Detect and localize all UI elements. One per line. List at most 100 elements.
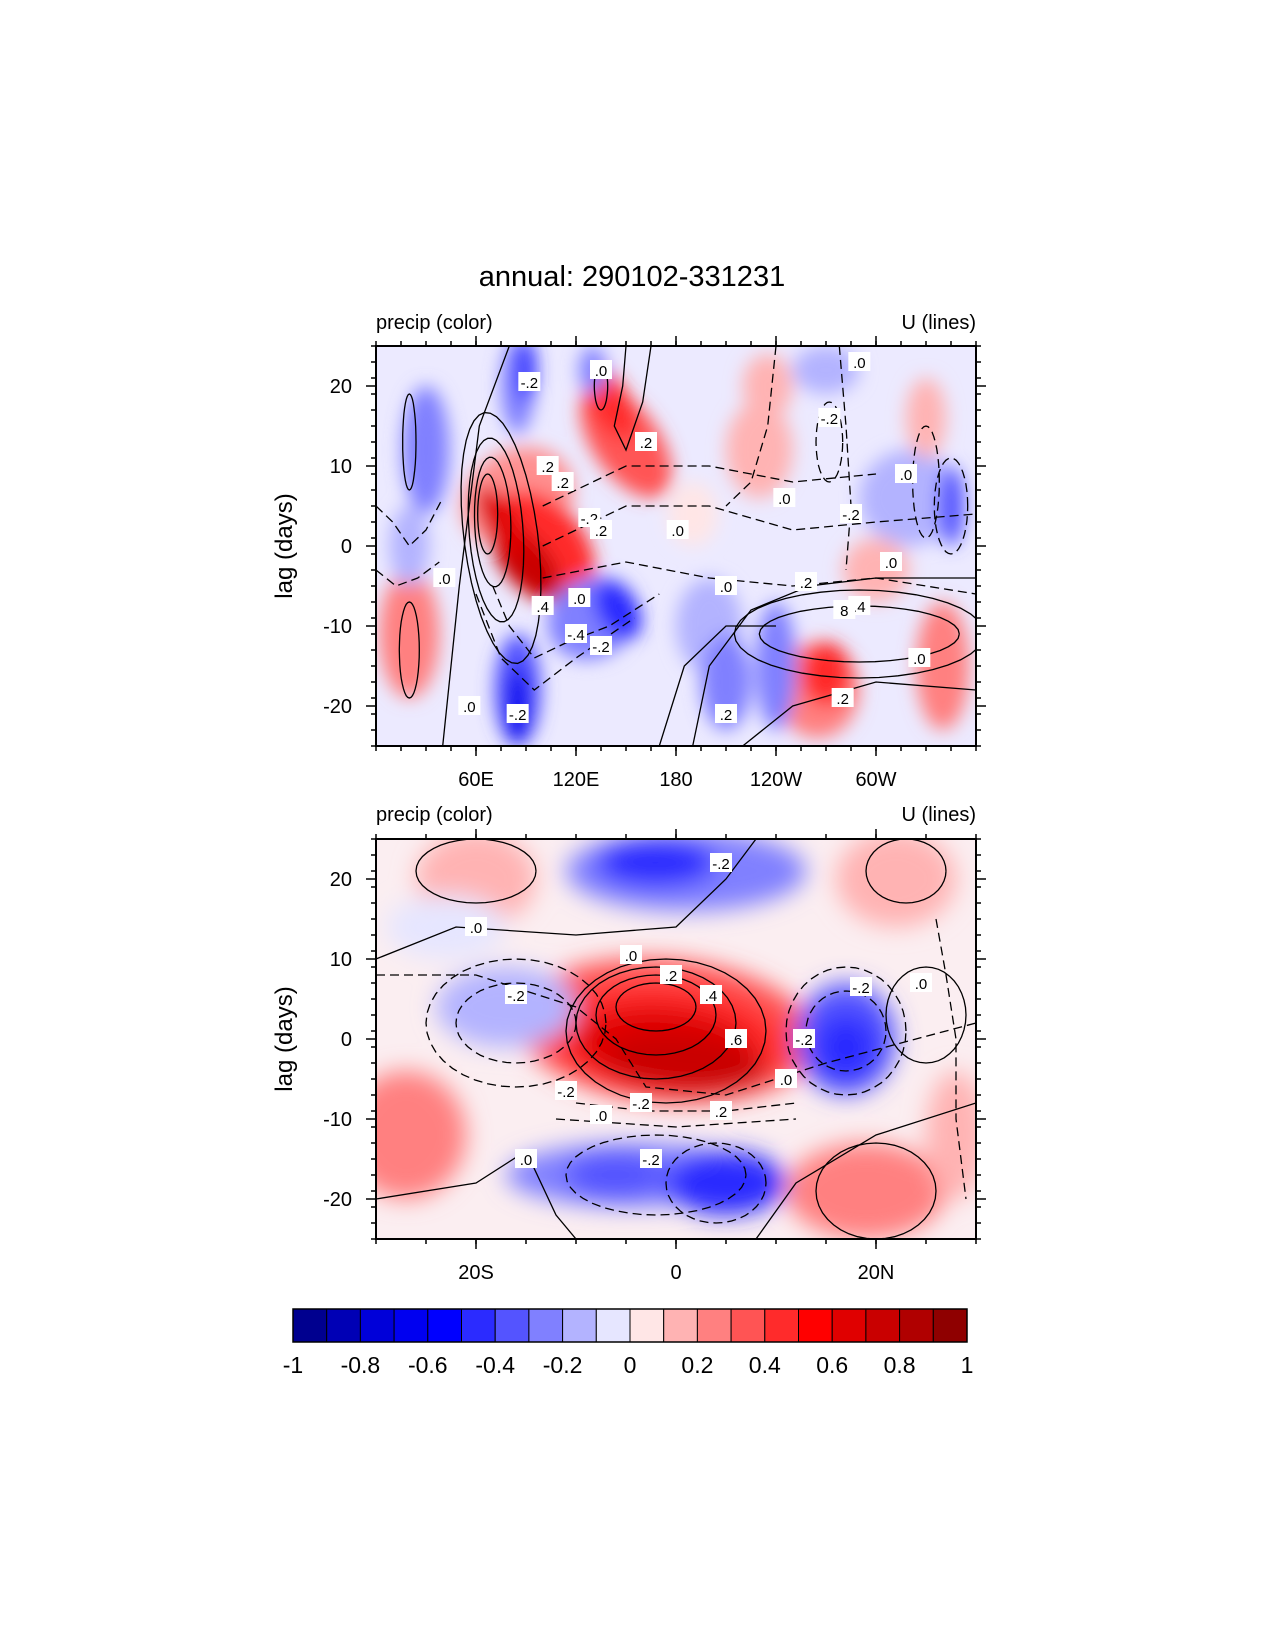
u-contour-positive bbox=[473, 456, 512, 588]
precip-anomaly bbox=[816, 1015, 876, 1079]
u-contour-positive bbox=[692, 577, 976, 746]
u-contour-positive bbox=[595, 974, 717, 1056]
precip-anomaly bbox=[606, 1034, 766, 1092]
u-contour-negative bbox=[425, 958, 607, 1088]
contour-label-box bbox=[620, 945, 642, 964]
colorbar-label: 0 bbox=[624, 1352, 637, 1378]
contour-label: .4 bbox=[853, 599, 866, 616]
colorbar-label: 0.4 bbox=[749, 1352, 781, 1378]
x-tick-label: 180 bbox=[659, 769, 692, 791]
contour-label-box bbox=[666, 520, 689, 539]
contour-label-box bbox=[895, 464, 917, 483]
precip-anomaly bbox=[742, 354, 793, 418]
contour-label: -.2 bbox=[521, 375, 539, 392]
contour-label: .0 bbox=[573, 591, 586, 608]
colorbar-swatch bbox=[730, 1308, 766, 1343]
precip-anomaly bbox=[379, 570, 440, 698]
contour-label-box bbox=[565, 624, 587, 643]
contour-label: .4 bbox=[536, 599, 549, 616]
colorbar-label: -0.2 bbox=[543, 1352, 583, 1378]
colorbar-swatch bbox=[461, 1308, 496, 1343]
contour-label: .6 bbox=[730, 1032, 743, 1049]
contour-label: .2 bbox=[541, 459, 554, 476]
contour-label: .0 bbox=[778, 491, 791, 508]
top-left-label: precip (color) bbox=[376, 312, 493, 334]
colorbar bbox=[292, 1308, 968, 1343]
precip-anomaly bbox=[402, 386, 450, 514]
contour-label: -.2 bbox=[642, 1152, 660, 1169]
contour-label: -.2 bbox=[632, 1096, 650, 1113]
contour-label: .0 bbox=[720, 579, 733, 596]
contour-label: .2 bbox=[556, 475, 569, 492]
y-tick-label: -10 bbox=[323, 1109, 352, 1131]
u-contour-negative bbox=[542, 561, 976, 595]
colorbar-swatch bbox=[393, 1308, 429, 1343]
precip-anomaly bbox=[389, 506, 430, 586]
x-tick-label: 120W bbox=[750, 769, 802, 791]
u-contour-positive bbox=[415, 839, 537, 904]
contour-label: .2 bbox=[836, 691, 849, 708]
contour-label-box bbox=[568, 588, 591, 607]
u-contour-positive bbox=[460, 411, 542, 665]
colorbar-swatch bbox=[932, 1308, 968, 1343]
x-tick-label: 20N bbox=[858, 1262, 895, 1284]
top-tick-labels: 60E 120E 180 120W 60W 20 10 0 -10 -20 bbox=[323, 376, 897, 791]
x-tick-label: 0 bbox=[670, 1262, 681, 1284]
u-contour-negative bbox=[815, 401, 844, 483]
colorbar-swatch bbox=[326, 1308, 361, 1343]
contour-label-box bbox=[433, 568, 456, 587]
colorbar-label: -0.4 bbox=[475, 1352, 515, 1378]
y-tick-label: 0 bbox=[341, 536, 352, 558]
u-contour-negative bbox=[565, 1134, 747, 1216]
u-contour-positive bbox=[755, 1102, 976, 1239]
colorbar-label: 1 bbox=[961, 1352, 974, 1378]
contour-label: .2 bbox=[640, 435, 653, 452]
colorbar-label: -1 bbox=[283, 1352, 303, 1378]
precip-anomaly bbox=[376, 1071, 466, 1199]
contour-label: .0 bbox=[463, 699, 476, 716]
y-tick-label: 10 bbox=[330, 456, 352, 478]
contour-label-box bbox=[850, 977, 872, 996]
contour-label-box bbox=[710, 853, 732, 872]
contour-label-box bbox=[630, 1093, 652, 1112]
colorbar-labels: -1 -0.8 -0.6 -0.4 -0.2 0 0.2 0.4 0.6 0.8 1 bbox=[283, 1352, 974, 1378]
u-contour-positive bbox=[477, 473, 499, 555]
precip-anomaly bbox=[666, 1151, 786, 1215]
contour-label-box bbox=[833, 600, 856, 619]
contour-label: .2 bbox=[800, 575, 813, 592]
y-tick-label: 0 bbox=[341, 1029, 352, 1051]
contour-label: .0 bbox=[900, 467, 913, 484]
x-tick-label: 120E bbox=[553, 769, 600, 791]
precip-anomaly bbox=[726, 402, 793, 498]
contour-label-box bbox=[848, 352, 871, 371]
contour-label-box bbox=[590, 1105, 612, 1124]
colorbar-swatch bbox=[831, 1308, 867, 1343]
contour-label-box bbox=[555, 1081, 577, 1100]
contour-label-box bbox=[715, 704, 737, 723]
contour-label-box bbox=[640, 1149, 662, 1168]
contour-label-box bbox=[505, 985, 527, 1004]
contour-label: 8 bbox=[840, 603, 848, 620]
u-contour-positive bbox=[398, 601, 420, 699]
contour-label-box bbox=[775, 1069, 797, 1088]
bottom-panel: precip (color) U (lines) lag (days) -.2.… bbox=[271, 804, 986, 1284]
colorbar-swatch bbox=[595, 1308, 631, 1343]
precip-anomaly bbox=[926, 1071, 976, 1199]
x-tick-label: 60W bbox=[855, 769, 896, 791]
u-contour-negative bbox=[376, 561, 440, 587]
contour-label-box bbox=[536, 456, 559, 475]
y-tick-label: -10 bbox=[323, 616, 352, 638]
precip-anomaly bbox=[436, 967, 576, 1047]
contour-label-box bbox=[831, 688, 854, 707]
y-tick-label: -20 bbox=[323, 1189, 352, 1211]
contour-label-box bbox=[590, 636, 612, 655]
contour-label: -.2 bbox=[852, 980, 870, 997]
u-contour-negative bbox=[935, 918, 967, 1200]
u-contour-negative bbox=[665, 1142, 767, 1224]
contour-label: .0 bbox=[595, 1108, 608, 1125]
contour-label: .0 bbox=[913, 651, 926, 668]
contour-label: .0 bbox=[780, 1072, 793, 1089]
u-contour-negative bbox=[725, 346, 777, 507]
precip-anomaly bbox=[596, 839, 716, 887]
